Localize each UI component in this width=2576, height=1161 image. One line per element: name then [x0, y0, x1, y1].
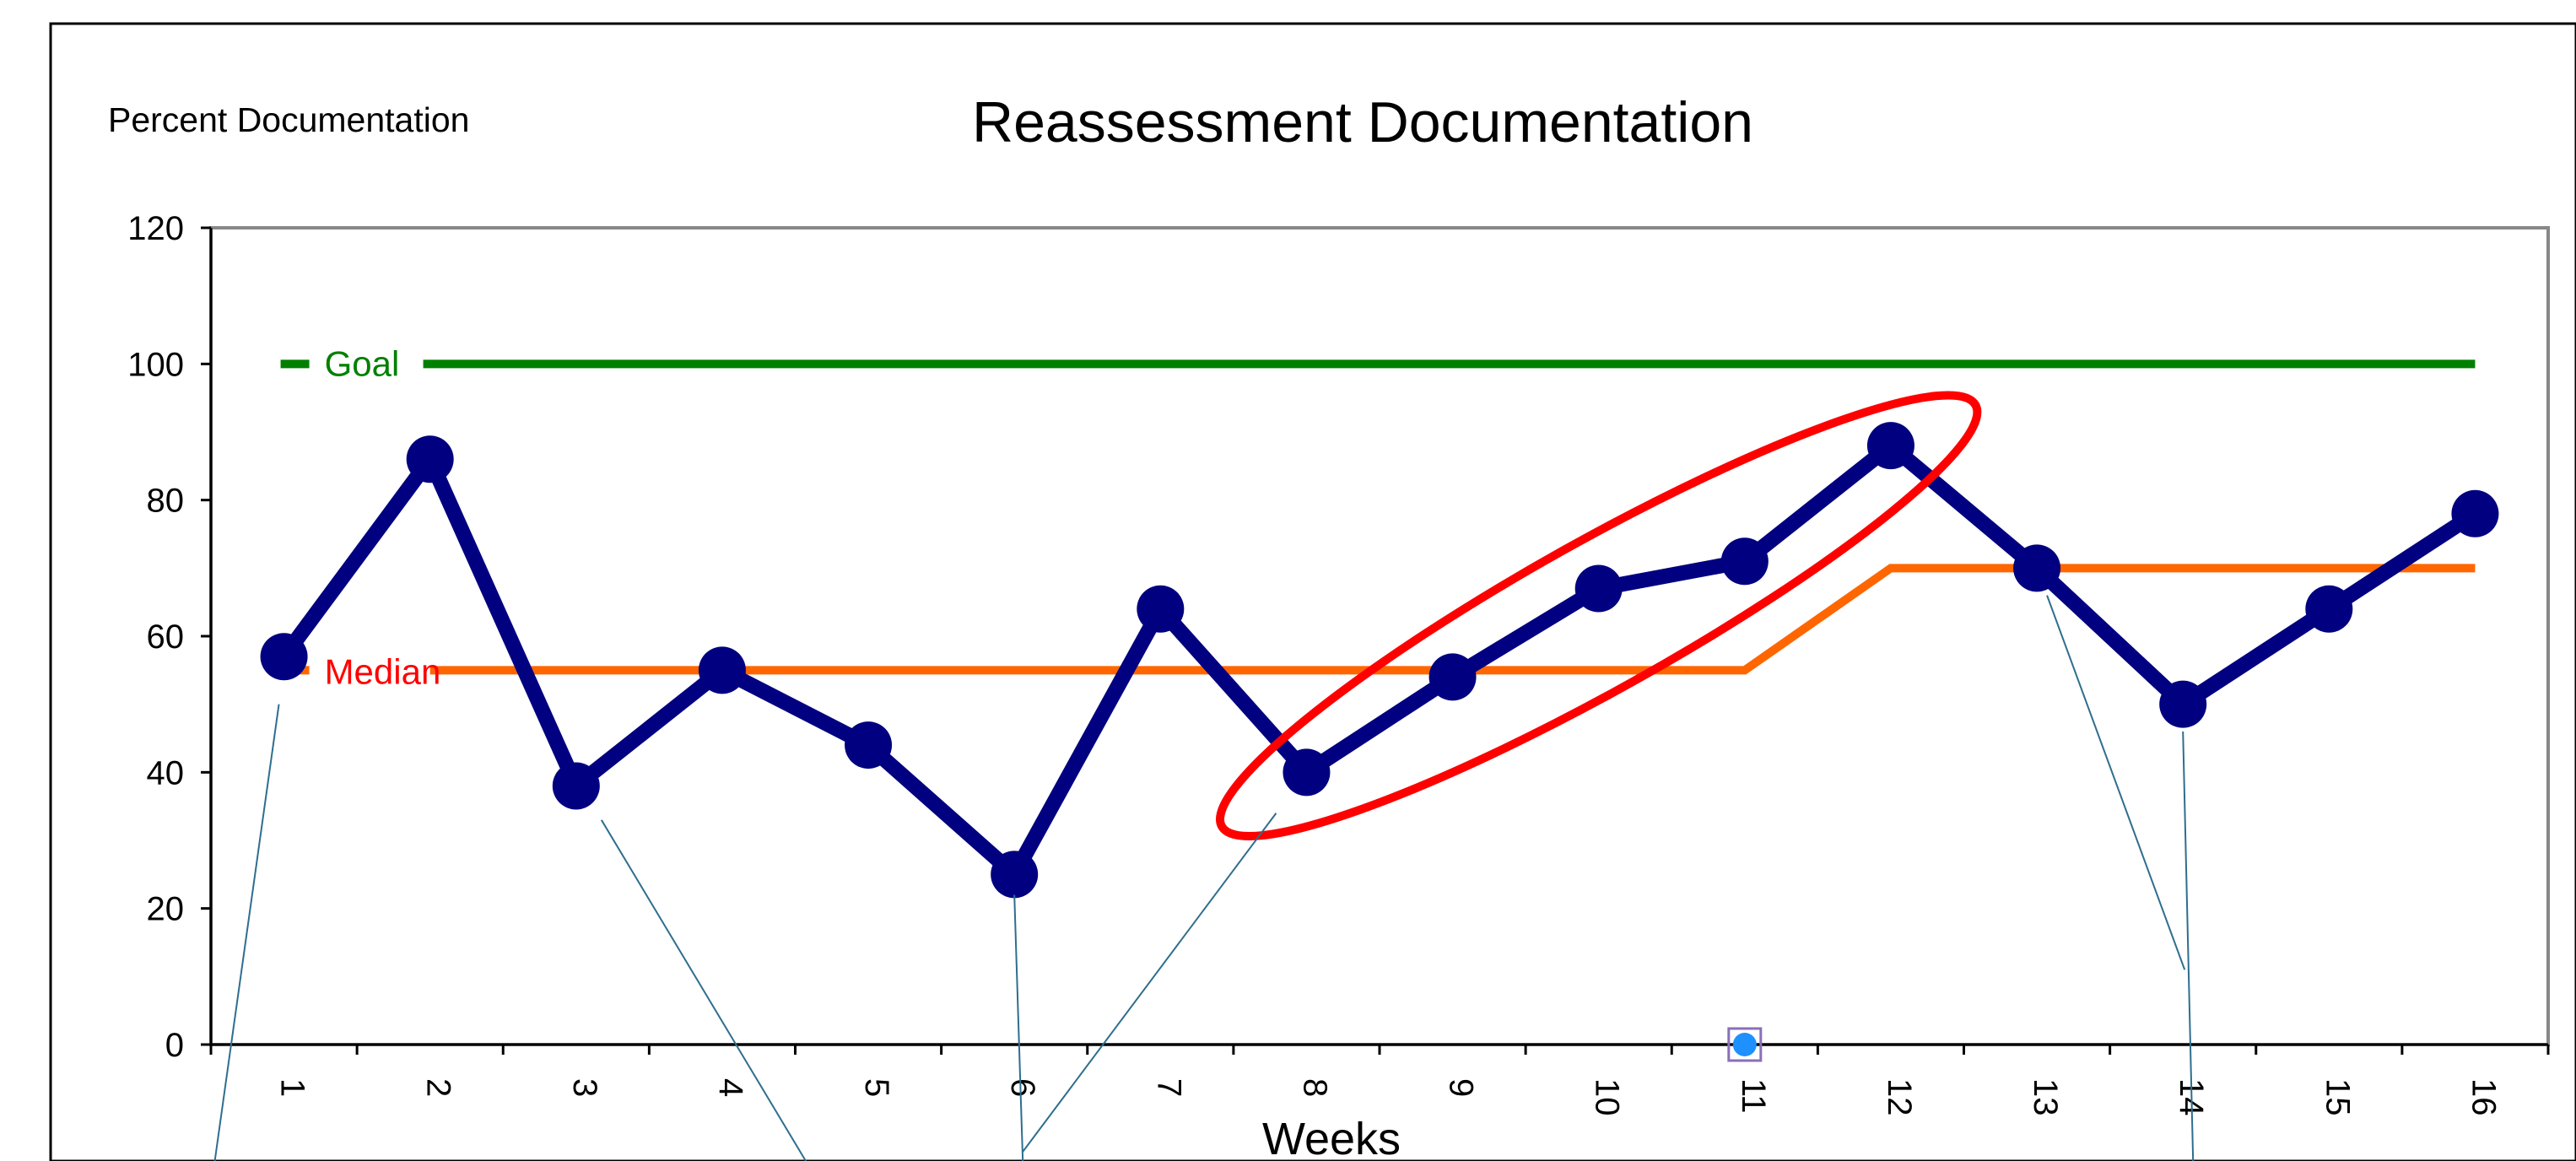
y-tick-label: 60	[147, 618, 185, 656]
data-point	[1137, 585, 1185, 633]
series-line	[278, 438, 2480, 883]
y-tick-label: 40	[147, 754, 185, 791]
data-point	[552, 762, 600, 810]
x-tick-label: 9	[1443, 1078, 1480, 1097]
y-tick-label: 100	[127, 346, 184, 383]
y-tick-label: 120	[127, 210, 184, 247]
x-tick-label: 2	[420, 1078, 457, 1097]
x-tick-label: 16	[2465, 1078, 2502, 1116]
x-tick-label: 4	[712, 1078, 749, 1097]
data-point	[991, 850, 1039, 899]
y-axis-label: Percent Documentation	[108, 100, 469, 139]
y-tick-label: 80	[147, 483, 185, 520]
data-point	[1720, 537, 1769, 586]
data-point	[2305, 585, 2353, 633]
callout-line	[600, 819, 807, 1161]
data-point	[2451, 489, 2499, 537]
goal-label: Goal	[325, 343, 400, 383]
x-tick-label: 12	[1881, 1078, 1918, 1116]
data-point	[698, 646, 746, 694]
x-tick-label: 11	[1735, 1078, 1772, 1114]
selection-marker-frame	[1727, 1027, 1763, 1062]
x-tick-label: 15	[2319, 1078, 2356, 1116]
x-tick-label: 10	[1589, 1078, 1626, 1116]
selection-marker	[1732, 1033, 1757, 1056]
callout-line	[2046, 595, 2186, 970]
x-axis-label: Weeks	[1262, 1114, 1401, 1161]
data-point	[1283, 748, 1331, 796]
data-point	[845, 721, 893, 770]
x-tick-label: 7	[1150, 1078, 1187, 1097]
data-point	[1866, 422, 1914, 470]
x-tick-label: 13	[2027, 1078, 2064, 1116]
data-point	[1574, 564, 1623, 613]
annotation-layer: Goal Median	[213, 343, 2195, 1161]
x-tick-label: 8	[1296, 1078, 1333, 1097]
chart-frame	[49, 22, 2576, 1161]
data-point	[260, 633, 308, 681]
x-axis: 1 2 3 4 5 6 7 8 9 10 11 12 13 14 15 16	[209, 1043, 2550, 1116]
x-tick-label: 6	[1004, 1078, 1041, 1097]
y-tick-label: 20	[147, 891, 185, 928]
data-point	[2159, 680, 2207, 728]
callout-line	[2182, 731, 2195, 1161]
callout-line	[213, 704, 280, 1161]
x-tick-label: 1	[274, 1078, 311, 1097]
median-label: Median	[325, 651, 441, 691]
data-point	[406, 435, 454, 483]
series-layer	[260, 359, 2499, 899]
y-axis: 0 20 40 60 80 100 120	[127, 210, 213, 1064]
callout-line	[1022, 813, 1277, 1153]
highlight-ellipse	[1216, 391, 1982, 841]
x-tick-label: 5	[858, 1078, 895, 1097]
callout-line	[1013, 894, 1024, 1161]
chart-title: Reassessment Documentation	[972, 90, 1753, 154]
y-tick-label: 0	[165, 1027, 184, 1064]
data-point	[1428, 653, 1477, 701]
x-tick-label: 3	[566, 1078, 603, 1097]
median-line	[429, 564, 2476, 675]
data-point	[2013, 544, 2061, 592]
